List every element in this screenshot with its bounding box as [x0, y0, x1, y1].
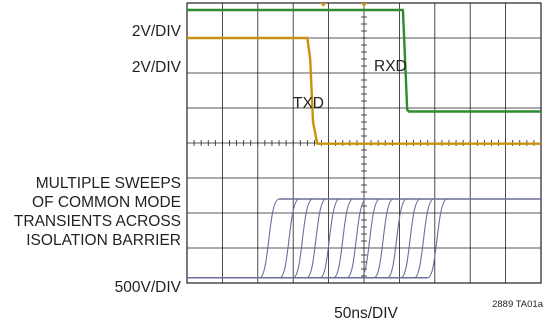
transient-sweep-13: [427, 198, 448, 279]
transient-sweep-2: [279, 198, 300, 279]
transient-sweep-4: [306, 198, 327, 279]
traces: [187, 3, 541, 279]
annotation-line-3: TRANSIENTS ACROSS: [14, 213, 181, 230]
trigger-marker-center: [361, 3, 367, 7]
annotation-line-2: OF COMMON MODE: [32, 194, 181, 211]
transient-sweep-8: [359, 198, 381, 279]
transient-sweep-12: [413, 198, 435, 279]
annotation-line-1: MULTIPLE SWEEPS: [36, 175, 181, 192]
transient-sweep-9: [373, 198, 394, 279]
x-axis-label: 50ns/DIV: [334, 305, 398, 322]
trigger-marker-left: [320, 3, 327, 7]
transient-sweep-1: [259, 198, 280, 279]
transient-sweep-6: [333, 198, 354, 279]
trace-label-rxd: RXD: [374, 58, 407, 75]
trace-label-txd: TXD: [293, 95, 324, 112]
trace-txd: [187, 36, 541, 145]
transient-sweep-5: [319, 198, 341, 279]
figure-id: 2889 TA01a: [492, 299, 544, 310]
labels: 2V/DIV 2V/DIV 500V/DIV MULTIPLE SWEEPS O…: [14, 23, 544, 322]
transient-sweep-10: [386, 198, 408, 279]
transient-sweep-7: [346, 198, 367, 279]
transient-sweep-11: [400, 198, 421, 279]
channel-label-rxd: 2V/DIV: [132, 23, 182, 40]
annotation-line-4: ISOLATION BARRIER: [26, 232, 181, 249]
channel-label-txd: 2V/DIV: [132, 59, 182, 76]
channel-label-transient: 500V/DIV: [115, 279, 182, 296]
transient-sweep-3: [292, 198, 314, 279]
trace-rxd: [187, 8, 541, 113]
